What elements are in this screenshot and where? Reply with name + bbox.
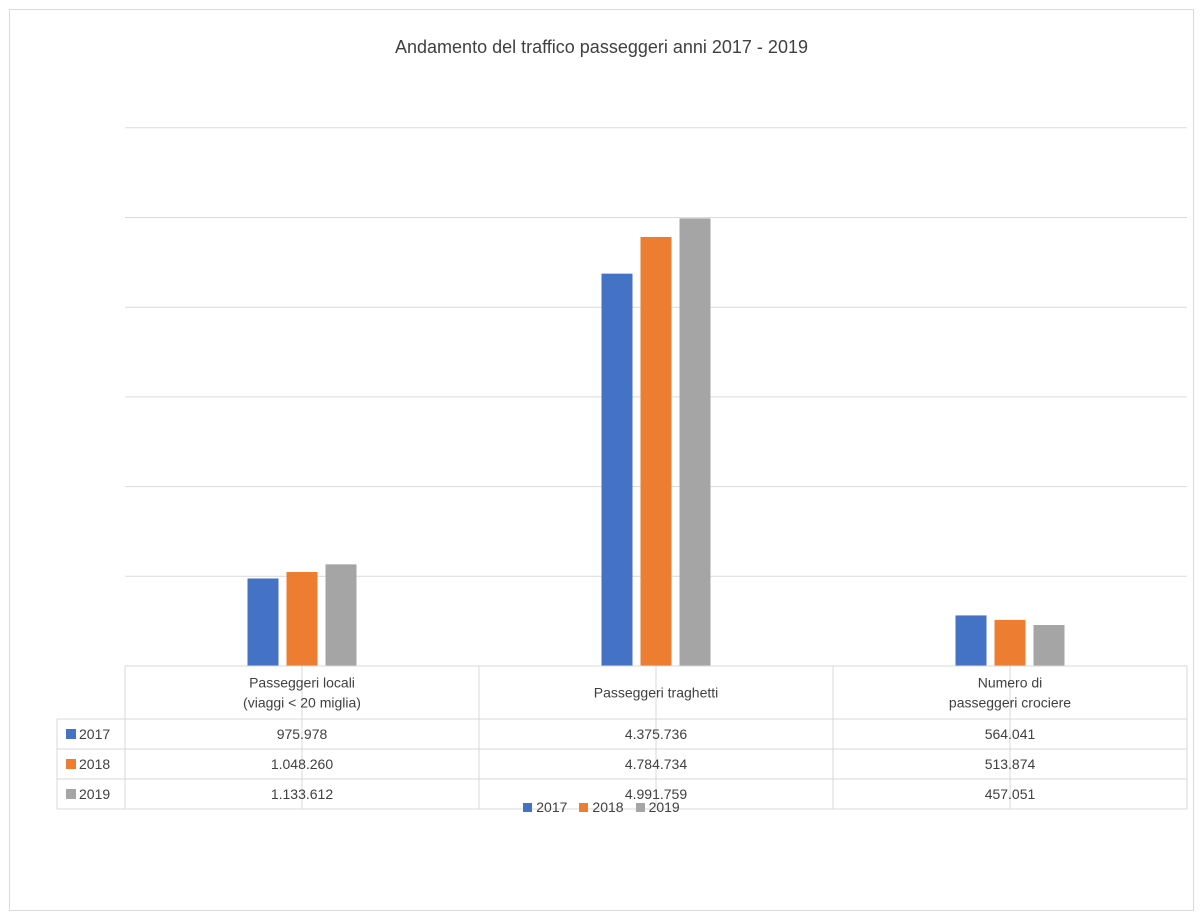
bar-2018-2 [994,619,1026,666]
bar-2017-2 [955,615,987,666]
bar-2019-2 [1033,625,1065,666]
data-label: 4.784.734 [625,756,687,772]
series-name: 2017 [79,726,110,742]
legend-item: 2019 [635,799,680,815]
data-label: 4.991.759 [625,786,687,802]
category-label: passeggeri crociere [949,695,1071,711]
bar-2018-0 [286,572,318,666]
category-label: Passeggeri locali [249,675,355,691]
category-label: (viaggi < 20 miglia) [243,695,361,711]
data-label: 1.133.612 [271,786,333,802]
data-label: 1.048.260 [271,756,333,772]
data-label: 564.041 [985,726,1036,742]
legend-key-2019 [66,789,76,799]
legend-key-2018 [66,759,76,769]
series-name: 2018 [79,756,110,772]
legend-item: 2017 [523,799,567,815]
legend-label: 2017 [536,799,568,815]
chart-legend: 2017 2018 2019 [0,799,1203,815]
legend-label: 2019 [648,799,680,815]
chart-title: Andamento del traffico passeggeri anni 2… [395,37,808,57]
legend-label: 2018 [592,799,624,815]
category-label: Numero di [978,675,1043,691]
bar-2017-1 [601,273,633,666]
legend-key-2017 [66,729,76,739]
data-label: 457.051 [985,786,1036,802]
data-label: 4.375.736 [625,726,687,742]
legend-item: 2018 [579,799,624,815]
bar-2019-0 [325,564,357,666]
category-label: Passeggeri traghetti [594,685,719,701]
legend-swatch [579,802,589,812]
data-label: 975.978 [277,726,328,742]
bar-2019-1 [679,218,711,666]
legend-swatch [523,802,533,812]
bar-2017-0 [247,578,279,666]
legend-swatch [635,802,645,812]
data-label: 513.874 [985,756,1036,772]
series-name: 2019 [79,786,110,802]
bar-2018-1 [640,236,672,666]
